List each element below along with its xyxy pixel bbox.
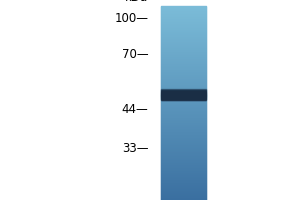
Text: 70—: 70— (122, 48, 148, 62)
Text: 33—: 33— (122, 142, 148, 156)
Text: 100—: 100— (115, 12, 148, 25)
Text: 44—: 44— (122, 103, 148, 116)
Text: kDa: kDa (125, 0, 148, 4)
